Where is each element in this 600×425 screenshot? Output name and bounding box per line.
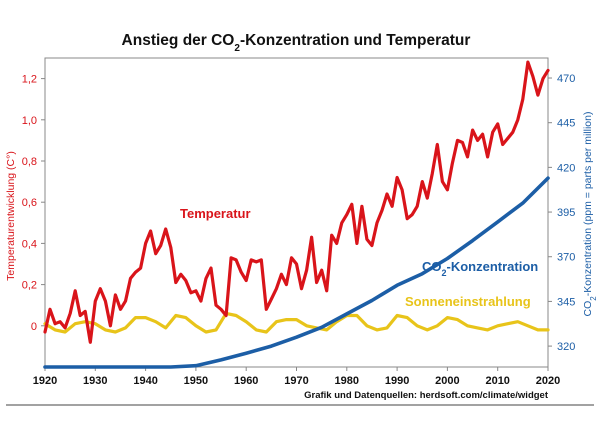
x-tick-label: 1940 [133,375,157,387]
series-label-sonneneinstrahlung: Sonneneinstrahlung [405,294,531,309]
series-line-sonneneinstrahlung [43,311,550,334]
left-tick-label: 0,2 [22,280,37,292]
series-line-temperatur [43,60,550,344]
right-axis-ticks: 320 345 370 395 420 445 470 [548,73,575,353]
x-tick-label: 1980 [335,375,359,387]
left-tick-label: 0,8 [22,156,37,168]
source-note: Grafik und Datenquellen: herdsoft.com/cl… [304,390,549,401]
x-tick-label: 1960 [234,375,258,387]
left-axis-title: Temperaturentwicklung (C°) [5,151,17,281]
x-tick-label: 2020 [536,375,560,387]
right-axis-title: CO2-Konzentration (ppm = parts per milli… [582,112,598,317]
chart-title: Anstieg der CO2-Konzentration und Temper… [122,32,471,54]
x-tick-label: 1990 [385,375,409,387]
left-tick-label: 0 [31,321,37,333]
right-tick-label: 420 [557,162,575,174]
left-tick-label: 0,4 [22,238,37,250]
left-tick-label: 0,6 [22,197,37,209]
x-tick-label: 1950 [184,375,208,387]
right-tick-label: 395 [557,207,575,219]
x-tick-label: 1970 [284,375,308,387]
left-axis-ticks: 0 0,2 0,4 0,6 0,8 1,0 1,2 [22,74,45,333]
x-tick-label: 2010 [485,375,509,387]
x-tick-label: 2000 [435,375,459,387]
left-tick-label: 1,2 [22,74,37,86]
right-tick-label: 370 [557,252,575,264]
x-tick-label: 1930 [83,375,107,387]
series-label-temperatur: Temperatur [180,206,251,221]
series-label-co2-konzentration: CO2-Konzentration [422,259,538,278]
right-tick-label: 320 [557,341,575,353]
series-line-co2-konzentration [43,176,550,369]
x-tick-label: 1920 [33,375,57,387]
right-tick-label: 445 [557,118,575,130]
left-tick-label: 1,0 [22,115,37,127]
x-axis-ticks: 1920 1930 1940 1950 1960 1970 1980 1990 2000 2010… [33,367,560,387]
right-tick-label: 345 [557,296,575,308]
right-tick-label: 470 [557,73,575,85]
